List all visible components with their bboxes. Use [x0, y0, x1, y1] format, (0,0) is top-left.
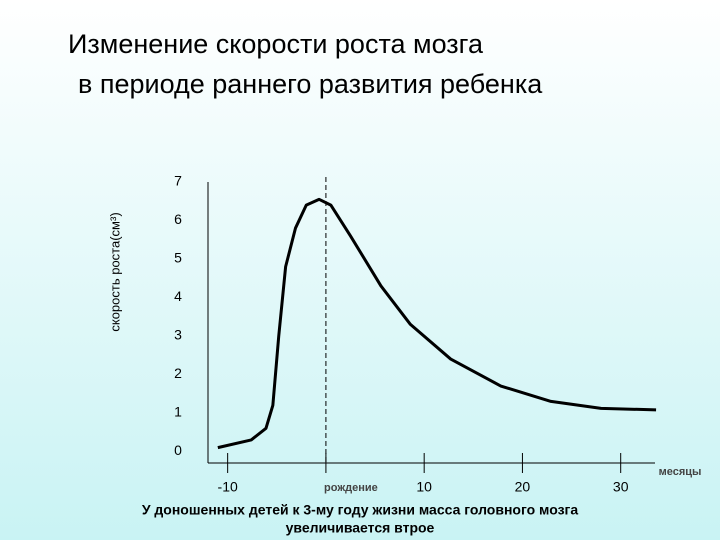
y-tick-label: 1 — [174, 404, 182, 420]
x-tick-label: 30 — [613, 479, 629, 495]
y-tick-label: 6 — [174, 211, 182, 227]
y-tick-label: 5 — [174, 250, 182, 266]
y-tick-label: 3 — [174, 327, 182, 343]
x-axis-label: месяцы — [659, 466, 702, 478]
y-axis-label: скорость роста(см³) — [107, 212, 122, 331]
y-tick-label: 2 — [174, 365, 182, 381]
title-line: в периоде раннего развития ребенка — [78, 69, 543, 99]
y-tick-label: 0 — [174, 442, 182, 458]
growth-curve — [217, 197, 657, 450]
y-tick-label: 4 — [174, 288, 182, 304]
title-line: Изменение скорости роста мозга — [68, 29, 484, 59]
caption-line: У доношенных детей к 3-му году жизни мас… — [142, 502, 579, 518]
x-tick-label: рождение — [324, 482, 378, 494]
x-tick-label: 20 — [515, 479, 531, 495]
x-tick-label: -10 — [218, 479, 238, 495]
x-tick-label: 10 — [416, 479, 432, 495]
caption-line: увеличивается втрое — [286, 520, 435, 536]
y-tick-label: 7 — [174, 173, 182, 189]
